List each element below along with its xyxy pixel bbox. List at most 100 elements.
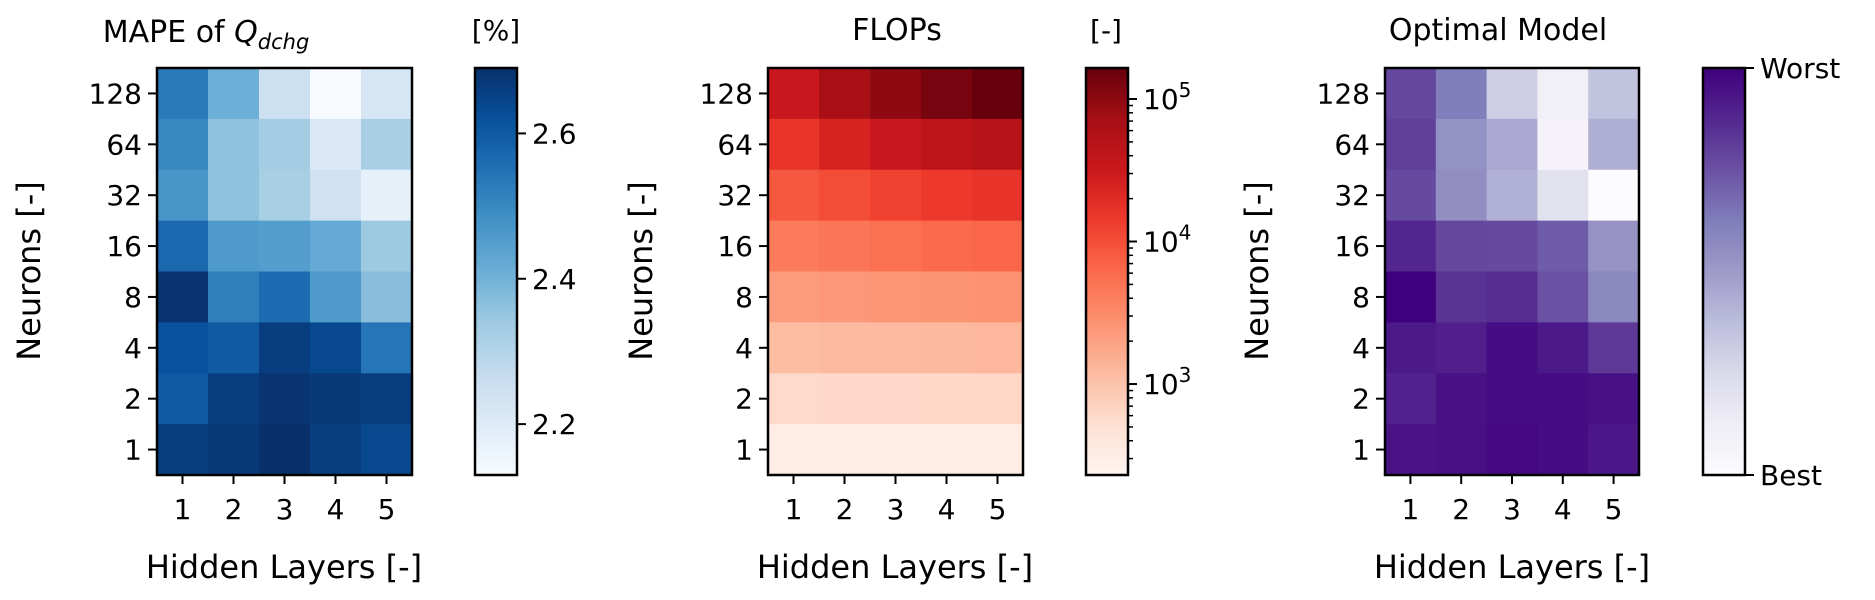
optimal-y-tick-label: 8	[1352, 281, 1370, 314]
mape-cell	[259, 169, 311, 222]
mape-cell	[310, 373, 362, 425]
optimal-x-tick-label: 2	[1452, 493, 1470, 526]
optimal-cell	[1435, 322, 1488, 374]
optimal-cell	[1486, 322, 1538, 374]
optimal-heatmap-cells	[1385, 68, 1640, 476]
mape-cell	[208, 169, 260, 222]
mape-cell	[208, 118, 260, 171]
optimal-cell	[1385, 169, 1437, 222]
mape-x-tick-label: 2	[225, 493, 243, 526]
mape-cell	[310, 424, 362, 476]
mape-cell	[157, 373, 209, 425]
flops-cell	[870, 424, 922, 476]
flops-cell	[768, 271, 820, 323]
flops-cell	[972, 322, 1024, 374]
flops-y-tick-label: 4	[735, 332, 753, 365]
mape-y-tick-label: 2	[124, 383, 142, 416]
flops-cell	[819, 169, 871, 222]
flops-x-tick-label: 5	[989, 493, 1007, 526]
flops-cell	[921, 220, 973, 273]
flops-y-tick-label: 1	[735, 434, 753, 467]
flops-cell	[972, 169, 1024, 222]
flops-cell	[972, 68, 1024, 120]
mape-y-tick-label: 128	[89, 77, 142, 110]
mape-cell	[310, 68, 362, 120]
flops-cell	[870, 373, 922, 425]
flops-cell	[870, 220, 922, 273]
optimal-cell	[1588, 424, 1640, 476]
flops-y-tick-label: 8	[735, 281, 753, 314]
flops-cell	[921, 424, 973, 476]
mape-cell	[361, 169, 413, 222]
flops-cell	[921, 68, 973, 120]
flops-cell	[768, 220, 820, 273]
optimal-colorbar-tick-label: Worst	[1760, 52, 1840, 85]
mape-colorbar-ticks: 2.2 2.4 2.6	[517, 117, 577, 441]
flops-cell	[921, 373, 973, 425]
mape-cell	[208, 322, 260, 374]
optimal-cell	[1486, 220, 1538, 273]
mape-title: MAPE of Qdchg	[103, 15, 310, 54]
flops-x-tick-label: 1	[785, 493, 803, 526]
mape-cell	[361, 220, 413, 273]
flops-cell	[972, 220, 1024, 273]
flops-cell	[768, 118, 820, 171]
optimal-x-tick-label: 4	[1554, 493, 1572, 526]
flops-colorbar-ticks: 103 104 105	[1128, 78, 1191, 460]
optimal-cell	[1385, 373, 1437, 425]
mape-y-axis: 128 64 32 16 8 4 2 1	[89, 77, 157, 467]
mape-cell	[310, 271, 362, 323]
flops-x-tick-label: 3	[887, 493, 905, 526]
optimal-cell	[1385, 424, 1437, 476]
mape-cell	[259, 118, 311, 171]
flops-colorbar: 103 104 105	[1084, 66, 1191, 477]
optimal-cell	[1435, 169, 1488, 222]
flops-y-axis: 128 64 32 16 8 4 2 1	[700, 77, 768, 467]
mape-cell	[259, 68, 311, 120]
flops-heatmap-cells	[768, 68, 1024, 476]
optimal-y-tick-label: 32	[1334, 179, 1370, 212]
mape-cell	[361, 373, 413, 425]
mape-cell	[157, 169, 209, 222]
mape-y-tick-label: 64	[106, 128, 142, 161]
optimal-x-axis-label: Hidden Layers [-]	[1374, 548, 1650, 586]
mape-cell	[157, 322, 209, 374]
optimal-cell	[1385, 271, 1437, 323]
mape-y-tick-label: 4	[124, 332, 142, 365]
mape-cell	[208, 271, 260, 323]
flops-y-axis-label: Neurons [-]	[622, 181, 660, 361]
optimal-cell	[1435, 271, 1488, 323]
mape-cell	[361, 271, 413, 323]
mape-x-tick-label: 5	[378, 493, 396, 526]
mape-cell	[208, 68, 260, 120]
optimal-cell	[1537, 322, 1589, 374]
optimal-cell	[1588, 373, 1640, 425]
mape-cell	[157, 220, 209, 273]
optimal-cell	[1435, 68, 1488, 120]
flops-colorbar-label: [-]	[1090, 14, 1122, 47]
optimal-y-axis-label: Neurons [-]	[1238, 181, 1276, 361]
optimal-cell	[1537, 118, 1589, 171]
optimal-y-tick-label: 64	[1334, 128, 1370, 161]
flops-y-tick-label: 32	[717, 179, 753, 212]
flops-cell	[870, 68, 922, 120]
flops-cell	[819, 424, 871, 476]
flops-cell	[921, 118, 973, 171]
mape-cell	[208, 220, 260, 273]
mape-cell	[310, 220, 362, 273]
flops-cell	[972, 373, 1024, 425]
flops-cell	[768, 373, 820, 425]
flops-title: FLOPs	[852, 13, 942, 48]
optimal-cell	[1588, 169, 1640, 222]
optimal-cell	[1486, 68, 1538, 120]
flops-cell	[819, 220, 871, 273]
flops-colorbar-tick-label: 103	[1143, 363, 1191, 401]
flops-cell	[972, 271, 1024, 323]
mape-colorbar-tick-label: 2.4	[532, 263, 577, 296]
flops-cell	[921, 271, 973, 323]
mape-cell	[361, 68, 413, 120]
optimal-cell	[1588, 68, 1640, 120]
